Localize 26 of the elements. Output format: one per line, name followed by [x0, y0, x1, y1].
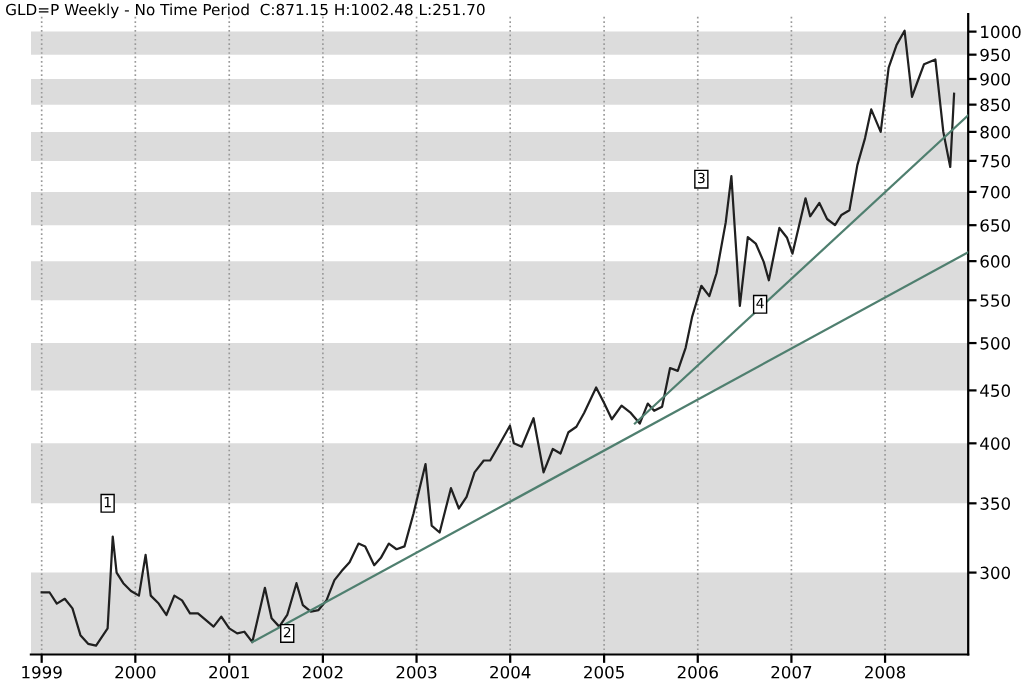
y-tick-label: 750	[980, 154, 1011, 168]
y-tick-label: 300	[980, 566, 1011, 580]
y-tick-label: 400	[980, 437, 1011, 450]
x-tick-label: 2003	[396, 665, 437, 679]
x-tick-label: 2006	[677, 665, 718, 679]
y-tick-label: 800	[980, 125, 1011, 139]
y-tick-label: 600	[980, 255, 1011, 268]
y-tick-label: 650	[980, 219, 1011, 232]
y-tick-label: 950	[980, 48, 1011, 62]
y-tick-label: 900	[980, 72, 1011, 86]
y-tick-label: 450	[980, 384, 1011, 397]
x-tick-label: 2001	[209, 665, 249, 679]
y-tick-label: 500	[980, 337, 1011, 350]
x-tick-label: 2007	[771, 665, 812, 679]
y-tick-label: 850	[980, 98, 1011, 112]
line-series	[40, 29, 956, 647]
y-tick-label: 1000	[981, 25, 1021, 39]
y-tick-label: 350	[980, 497, 1011, 510]
y-tick-label: 550	[980, 294, 1011, 307]
x-tick-label: 1999	[22, 665, 62, 679]
y-tick-label: 700	[980, 185, 1011, 199]
x-tick-label: 2002	[302, 665, 343, 679]
x-tick-label: 2005	[584, 665, 624, 679]
x-tick-label: 2000	[115, 665, 156, 679]
x-tick-label: 2008	[865, 665, 906, 679]
x-tick-label: 2004	[490, 665, 531, 679]
